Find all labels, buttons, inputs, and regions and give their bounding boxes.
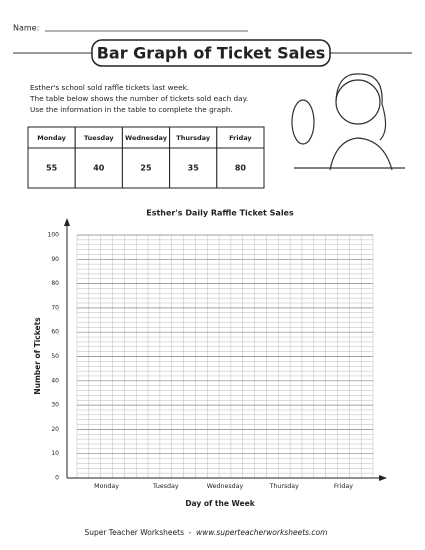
table-value: 25 (140, 164, 152, 173)
table-cell (216, 147, 265, 189)
table-value: 35 (188, 164, 200, 173)
table-cell (169, 147, 218, 189)
y-tick-label: 50 (51, 353, 59, 360)
table-value: 55 (46, 164, 58, 173)
x-tick-label: Thursday (269, 483, 300, 490)
y-tick-label: 10 (51, 450, 59, 457)
instruction-line: Use the information in the table to comp… (30, 105, 233, 114)
x-axis-arrow (379, 475, 387, 481)
x-tick-label: Friday (334, 483, 353, 490)
table-value: 80 (235, 164, 247, 173)
y-axis-arrow (64, 218, 70, 226)
illustration (291, 73, 405, 171)
y-tick-label: 100 (48, 232, 60, 239)
x-tick-label: Tuesday (152, 483, 179, 490)
title: Bar Graph of Ticket Sales (97, 44, 326, 63)
title-box (91, 39, 331, 67)
x-axis-label: Day of the Week (185, 499, 255, 508)
instruction-line: Esther's school sold raffle tickets last… (30, 83, 189, 92)
table-cell (121, 147, 171, 189)
y-tick-label: 20 (51, 426, 59, 433)
footer-url: www.superteacherworksheets.com (196, 528, 327, 537)
y-tick-label: 80 (51, 280, 59, 287)
y-tick-label: 30 (51, 402, 59, 409)
table-header: Tuesday (84, 134, 114, 142)
y-tick-label: 0 (55, 475, 59, 482)
footer-brand: Super Teacher Worksheets (84, 528, 184, 537)
name-label: Name: (13, 24, 39, 33)
y-tick-label: 40 (51, 377, 59, 384)
y-tick-label: 90 (51, 256, 59, 263)
instruction-line: The table below shows the number of tick… (29, 94, 248, 103)
x-tick-label: Wednesday (207, 483, 244, 490)
graph-title: Esther's Daily Raffle Ticket Sales (146, 209, 294, 218)
footer-separator: - (189, 528, 192, 537)
table-header: Wednesday (125, 134, 168, 142)
x-tick-label: Monday (94, 483, 119, 490)
table-value: 40 (93, 164, 105, 173)
y-tick-label: 60 (51, 329, 59, 336)
table-header: Thursday (176, 134, 211, 142)
y-axis-label: Number of Tickets (33, 317, 42, 395)
table-header: Monday (37, 134, 66, 142)
table-header: Friday (229, 134, 252, 142)
y-tick-label: 70 (51, 304, 59, 311)
